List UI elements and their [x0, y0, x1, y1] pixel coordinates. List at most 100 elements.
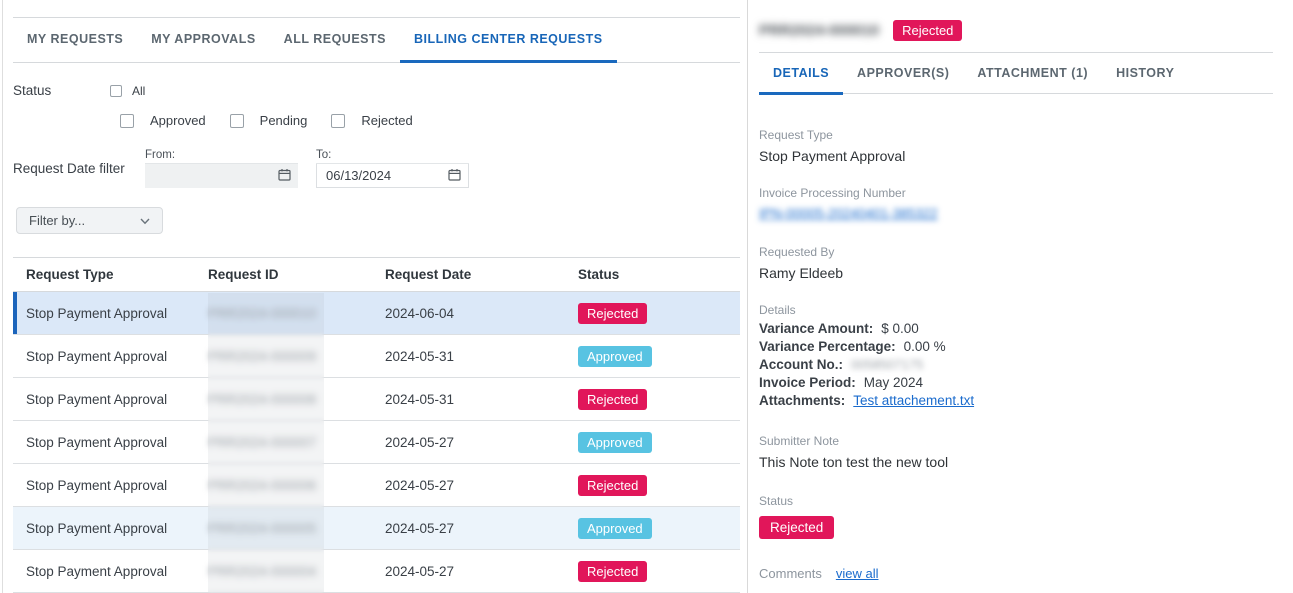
cell-request-id: PRR2024-000004 — [208, 563, 317, 579]
request-type-label: Request Type — [759, 128, 833, 142]
comments-label: Comments — [759, 566, 822, 581]
details-label: Details — [759, 303, 796, 317]
pending-checkbox[interactable] — [229, 113, 244, 128]
checkbox-rejected[interactable]: Rejected — [331, 113, 413, 128]
table-row[interactable]: Stop Payment Approval PRR2024-000008 202… — [13, 378, 740, 421]
request-date-filter-label: Request Date filter — [13, 161, 125, 176]
request-type-value: Stop Payment Approval — [759, 148, 906, 164]
request-date-filter-row: Request Date filter From: To: 06/13/2 — [13, 149, 740, 188]
cell-request-type: Stop Payment Approval — [26, 520, 168, 536]
filter-by-dropdown[interactable]: Filter by... — [16, 207, 163, 234]
cell-status: Approved — [563, 431, 740, 453]
date-to-value: 06/13/2024 — [326, 168, 392, 183]
date-from-group: From: — [145, 149, 298, 188]
cell-request-id: PRR2024-000007 — [208, 434, 317, 450]
cell-request-type: Stop Payment Approval — [26, 391, 168, 407]
variance-percentage-value: 0.00 % — [903, 339, 946, 354]
attachments-label: Attachments: — [759, 393, 846, 408]
status-checkbox-row: Approved Pending Rejected — [13, 113, 740, 128]
pending-checkbox-label: Pending — [259, 113, 308, 128]
calendar-icon[interactable] — [278, 168, 291, 184]
table-row[interactable]: Stop Payment Approval PRR2024-000005 202… — [13, 507, 740, 550]
all-checkbox-label: All — [132, 83, 146, 98]
requests-table: Request Type Request ID Request Date Sta… — [13, 257, 740, 593]
col-header-request-type: Request Type — [26, 267, 114, 282]
date-from-label: From: — [145, 149, 298, 164]
ipn-link[interactable]: IPN-00005-20240401-385322 — [759, 206, 938, 221]
invoice-processing-number-group: Invoice Processing Number IPN-00005-2024… — [759, 186, 1273, 223]
filter-by-value: Filter by... — [29, 213, 86, 228]
table-row[interactable]: Stop Payment Approval PRR2024-000004 202… — [13, 550, 740, 593]
request-detail-panel: PRR2024-000010 Rejected DETAILS APPROVER… — [747, 0, 1293, 593]
details-kv-list: Variance Amount: $ 0.00 Variance Percent… — [759, 320, 1273, 410]
approved-checkbox-label: Approved — [150, 113, 206, 128]
tab-details[interactable]: DETAILS — [759, 53, 844, 95]
requests-tabbar: MY REQUESTS MY APPROVALS ALL REQUESTS BI… — [13, 17, 740, 63]
status-badge: Rejected — [578, 560, 648, 582]
chevron-down-icon — [140, 213, 150, 228]
details-group: Details Variance Amount: $ 0.00 Variance… — [759, 303, 1273, 410]
table-row[interactable]: Stop Payment Approval PRR2024-000009 202… — [13, 335, 740, 378]
account-no-value: 0058507175 — [851, 357, 924, 372]
cell-request-date: 2024-06-04 — [385, 305, 455, 321]
submitter-note-group: Submitter Note This Note ton test the ne… — [759, 434, 1273, 470]
tab-approvers[interactable]: APPROVER(S) — [857, 65, 950, 80]
checkbox-all[interactable]: All — [110, 84, 145, 98]
variance-amount-row: Variance Amount: $ 0.00 — [759, 320, 1273, 338]
tab-my-requests[interactable]: MY REQUESTS — [27, 32, 124, 46]
detail-tabbar: DETAILS APPROVER(S) ATTACHMENT (1) HISTO… — [759, 53, 1273, 95]
status-group: Status Rejected — [759, 494, 1273, 539]
date-from-input[interactable] — [145, 164, 298, 188]
all-checkbox[interactable] — [110, 84, 122, 97]
detail-status-badge: Rejected — [759, 516, 835, 539]
tab-all-requests[interactable]: ALL REQUESTS — [283, 32, 386, 46]
rejected-checkbox[interactable] — [331, 113, 346, 128]
cell-status: Rejected — [563, 560, 740, 582]
cell-request-type: Stop Payment Approval — [26, 477, 168, 493]
requested-by-group: Requested By Ramy Eldeeb — [759, 245, 1273, 281]
cell-status: Rejected — [563, 474, 740, 496]
tab-billing-center-requests[interactable]: BILLING CENTER REQUESTS — [399, 18, 617, 63]
calendar-icon[interactable] — [448, 168, 461, 184]
requests-table-header: Request Type Request ID Request Date Sta… — [13, 257, 740, 292]
variance-amount-label: Variance Amount: — [759, 321, 874, 336]
cell-request-id: PRR2024-000010 — [208, 305, 317, 321]
detail-status-label: Status — [759, 494, 794, 508]
col-header-request-date: Request Date — [385, 267, 472, 282]
status-badge: Approved — [578, 345, 652, 367]
cell-status: Rejected — [563, 302, 740, 324]
checkbox-pending[interactable]: Pending — [229, 113, 308, 128]
col-header-status: Status — [578, 267, 620, 282]
table-row[interactable]: Stop Payment Approval PRR2024-000006 202… — [13, 464, 740, 507]
attachments-row: Attachments: Test attachement.txt — [759, 392, 1273, 410]
cell-request-date: 2024-05-27 — [385, 434, 455, 450]
date-to-input[interactable]: 06/13/2024 — [316, 164, 469, 188]
status-badge: Rejected — [578, 474, 648, 496]
requested-by-value: Ramy Eldeeb — [759, 265, 844, 281]
submitter-note-label: Submitter Note — [759, 434, 840, 448]
detail-header: PRR2024-000010 Rejected — [759, 20, 1273, 41]
invoice-period-label: Invoice Period: — [759, 375, 856, 390]
ipn-label: Invoice Processing Number — [759, 186, 906, 200]
comments-row: Comments view all — [759, 566, 1273, 581]
detail-header-divider — [759, 52, 1273, 53]
status-badge: Approved — [578, 431, 652, 453]
submitter-note-value: This Note ton test the new tool — [759, 454, 949, 470]
tab-attachment[interactable]: ATTACHMENT (1) — [977, 65, 1089, 80]
status-filter-row: Status All — [13, 83, 740, 98]
checkbox-approved[interactable]: Approved — [120, 113, 206, 128]
attachment-file-link[interactable]: Test attachement.txt — [853, 393, 975, 408]
invoice-period-row: Invoice Period: May 2024 — [759, 374, 1273, 392]
cell-request-date: 2024-05-27 — [385, 477, 455, 493]
approved-checkbox[interactable] — [120, 113, 134, 128]
tab-history[interactable]: HISTORY — [1116, 65, 1175, 80]
variance-percentage-row: Variance Percentage: 0.00 % — [759, 338, 1273, 356]
table-row[interactable]: Stop Payment Approval PRR2024-000010 202… — [13, 292, 740, 335]
invoice-period-value: May 2024 — [863, 375, 924, 390]
table-row[interactable]: Stop Payment Approval PRR2024-000007 202… — [13, 421, 740, 464]
cell-request-id: PRR2024-000008 — [208, 391, 317, 407]
tab-my-approvals[interactable]: MY APPROVALS — [151, 32, 256, 46]
detail-request-id: PRR2024-000010 — [759, 22, 880, 39]
view-all-link[interactable]: view all — [835, 566, 879, 581]
